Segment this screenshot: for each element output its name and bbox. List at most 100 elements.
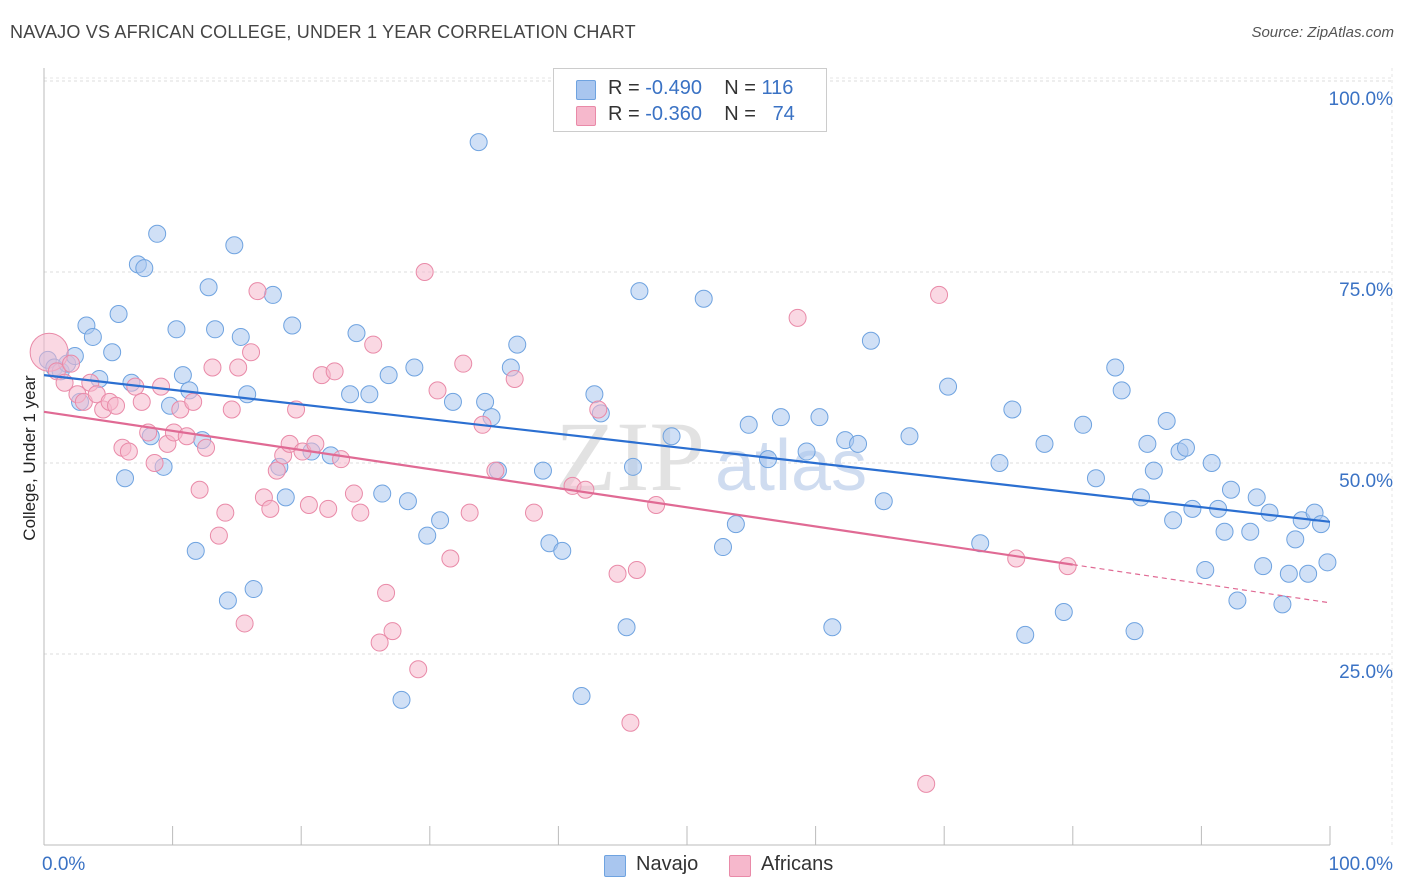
y-tick-label: 75.0% — [1339, 280, 1393, 301]
data-point-africans — [524, 503, 543, 522]
data-point-africans — [370, 633, 389, 652]
data-point-africans — [203, 358, 222, 377]
data-point-navajo — [585, 385, 604, 404]
data-point-navajo — [469, 133, 488, 152]
data-point-navajo — [617, 618, 636, 637]
data-point-navajo — [186, 541, 205, 560]
data-point-navajo — [373, 484, 392, 503]
data-point-africans — [441, 549, 460, 568]
data-point-africans — [190, 480, 209, 499]
data-point-navajo — [1183, 499, 1202, 518]
data-point-navajo — [360, 385, 379, 404]
data-point-africans — [1007, 549, 1026, 568]
data-point-navajo — [135, 259, 154, 278]
data-point-africans — [428, 381, 447, 400]
data-point-navajo — [1176, 438, 1195, 457]
data-point-africans — [415, 263, 434, 281]
x-tick-label: 100.0% — [1329, 854, 1394, 875]
data-point-navajo — [225, 236, 244, 255]
data-point-navajo — [1016, 625, 1035, 644]
data-point-navajo — [167, 320, 186, 339]
data-point-africans — [229, 358, 248, 377]
data-point-navajo — [418, 526, 437, 545]
y-tick-label: 50.0% — [1339, 471, 1393, 492]
data-point-africans — [177, 427, 196, 446]
data-point-navajo — [797, 442, 816, 461]
data-point-navajo — [810, 408, 829, 427]
data-point-navajo — [1138, 434, 1157, 453]
data-point-navajo — [1054, 602, 1073, 621]
data-point-africans — [486, 461, 505, 480]
data-point-navajo — [1144, 461, 1163, 480]
data-point-africans — [409, 660, 428, 679]
data-point-africans — [325, 362, 344, 381]
y-axis-label: College, Under 1 year — [20, 375, 39, 541]
data-point-africans — [917, 774, 936, 793]
r-value-africans: -0.360 — [645, 103, 702, 125]
data-point-navajo — [341, 385, 360, 404]
data-point-navajo — [630, 282, 649, 301]
data-point-africans — [627, 560, 646, 579]
data-point-navajo — [218, 591, 237, 610]
data-point-navajo — [1164, 511, 1183, 530]
data-point-navajo — [263, 285, 282, 304]
data-point-africans — [576, 480, 595, 499]
data-point-navajo — [533, 461, 552, 480]
watermark-zip: ZIP — [555, 401, 705, 512]
data-point-navajo — [1254, 557, 1273, 576]
data-point-navajo — [1125, 622, 1144, 641]
legend-swatch-africans — [729, 855, 751, 877]
data-point-navajo — [1228, 591, 1247, 610]
data-point-navajo — [1260, 503, 1279, 522]
data-point-navajo — [990, 454, 1009, 472]
data-point-navajo — [1003, 400, 1022, 419]
data-point-navajo — [83, 327, 102, 346]
data-point-navajo — [1035, 434, 1054, 453]
data-point-navajo — [347, 324, 366, 343]
data-point-navajo — [1311, 515, 1330, 534]
data-point-navajo — [1215, 522, 1234, 541]
data-point-navajo — [173, 366, 192, 385]
data-point-africans — [267, 461, 286, 480]
series-navajo-points — [38, 133, 1337, 709]
chart-title: NAVAJO VS AFRICAN COLLEGE, UNDER 1 YEAR … — [10, 22, 636, 42]
data-point-africans — [460, 503, 479, 522]
data-point-navajo — [714, 538, 733, 557]
data-point-africans — [344, 484, 363, 503]
data-point-navajo — [874, 492, 893, 511]
trendline-africans-extrapolated — [1072, 564, 1331, 604]
data-point-navajo — [392, 690, 411, 709]
trendline-africans — [43, 410, 1073, 566]
data-point-navajo — [1241, 522, 1260, 541]
r-value-navajo: -0.490 — [645, 77, 702, 99]
data-point-navajo — [861, 331, 880, 350]
legend-swatch-navajo — [576, 80, 596, 100]
data-point-navajo — [206, 320, 225, 339]
data-point-africans — [377, 583, 396, 602]
data-point-navajo — [726, 515, 745, 534]
data-point-navajo — [244, 580, 263, 599]
data-point-navajo — [900, 427, 919, 446]
data-point-africans — [222, 400, 241, 419]
data-point-africans — [62, 354, 81, 373]
legend-label-africans: Africans — [761, 853, 834, 875]
stats-legend: R = -0.490 N = 116 R = -0.360 N = 74 — [553, 68, 827, 132]
data-point-africans — [647, 496, 666, 515]
data-point-africans — [248, 282, 267, 301]
data-point-navajo — [1247, 488, 1266, 507]
data-point-navajo — [939, 377, 958, 396]
data-point-africans — [332, 450, 351, 469]
data-point-africans — [621, 713, 640, 732]
data-point-africans — [1058, 557, 1077, 576]
data-point-navajo — [1318, 553, 1337, 572]
data-point-navajo — [1273, 595, 1292, 614]
data-point-navajo — [771, 408, 790, 427]
data-point-navajo — [199, 278, 218, 297]
data-point-navajo — [739, 415, 758, 434]
legend-label-navajo: Navajo — [636, 853, 699, 875]
data-point-navajo — [1221, 480, 1240, 499]
data-point-navajo — [694, 289, 713, 308]
data-point-navajo — [431, 511, 450, 530]
data-point-africans — [299, 496, 318, 515]
